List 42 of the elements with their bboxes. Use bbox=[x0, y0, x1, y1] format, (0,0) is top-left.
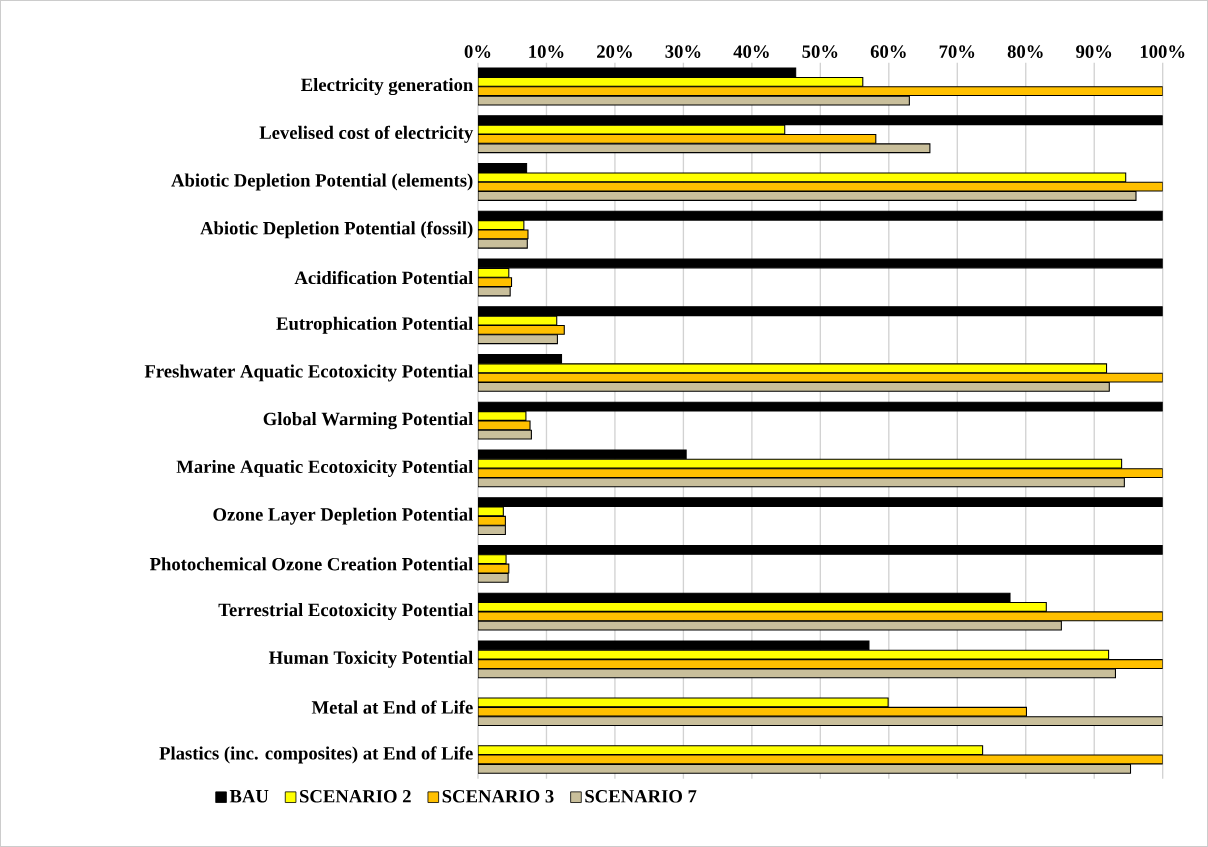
bar bbox=[477, 191, 1137, 201]
bar bbox=[477, 86, 1163, 97]
x-tick-label: 40% bbox=[733, 45, 769, 58]
x-tick-label: 100% bbox=[1140, 45, 1185, 58]
y-tick-label: Electricity generation bbox=[300, 78, 474, 96]
bar bbox=[477, 716, 1163, 727]
x-tick-label: 10% bbox=[529, 45, 564, 58]
x-tick-label: 60% bbox=[870, 45, 906, 58]
y-tick-label: Human Toxicity Potential bbox=[268, 650, 473, 668]
bar bbox=[477, 382, 1110, 392]
y-tick-label: Plastics (inc. composites) at End of Life bbox=[159, 746, 473, 764]
x-tick-label: 90% bbox=[1076, 45, 1112, 58]
legend-label: BAU bbox=[229, 790, 269, 803]
y-tick-label: Abiotic Depletion Potential (fossil) bbox=[200, 221, 473, 239]
legend-label: SCENARIO 7 bbox=[585, 790, 697, 803]
bar bbox=[477, 324, 565, 335]
y-tick-label: Abiotic Depletion Potential (elements) bbox=[171, 173, 473, 191]
x-tick-label: 30% bbox=[665, 45, 701, 58]
y-tick-label: Global Warming Potential bbox=[263, 412, 473, 430]
legend-label: SCENARIO 3 bbox=[442, 790, 554, 803]
y-tick-label: Terrestrial Ecotoxicity Potential bbox=[218, 603, 473, 621]
y-tick-label: Marine Aquatic Ecotoxicity Potential bbox=[176, 459, 473, 477]
y-tick-label: Eutrophication Potential bbox=[276, 316, 473, 334]
x-tick-label: 80% bbox=[1007, 45, 1043, 58]
y-tick-label: Acidification Potential bbox=[294, 270, 473, 285]
y-tick-label: Metal at End of Life bbox=[311, 700, 473, 714]
bar bbox=[477, 602, 1047, 612]
bar bbox=[477, 134, 877, 144]
y-tick-label: Ozone Layer Depletion Potential bbox=[213, 507, 473, 525]
y-tick-label: Photochemical Ozone Creation Potential bbox=[149, 557, 473, 571]
x-tick-label: 0% bbox=[464, 45, 491, 58]
y-tick-label: Levelised cost of electricity bbox=[259, 125, 474, 143]
x-tick-label: 50% bbox=[802, 45, 838, 58]
x-tick-label: 70% bbox=[939, 45, 975, 58]
bar bbox=[477, 745, 984, 756]
bar bbox=[477, 659, 1163, 669]
legend-label: SCENARIO 2 bbox=[300, 790, 411, 803]
bar bbox=[477, 468, 1163, 479]
y-tick-label: Freshwater Aquatic Ecotoxicity Potential bbox=[144, 364, 473, 382]
x-tick-label: 20% bbox=[597, 45, 632, 58]
bar bbox=[477, 76, 864, 87]
bar bbox=[477, 763, 1132, 774]
